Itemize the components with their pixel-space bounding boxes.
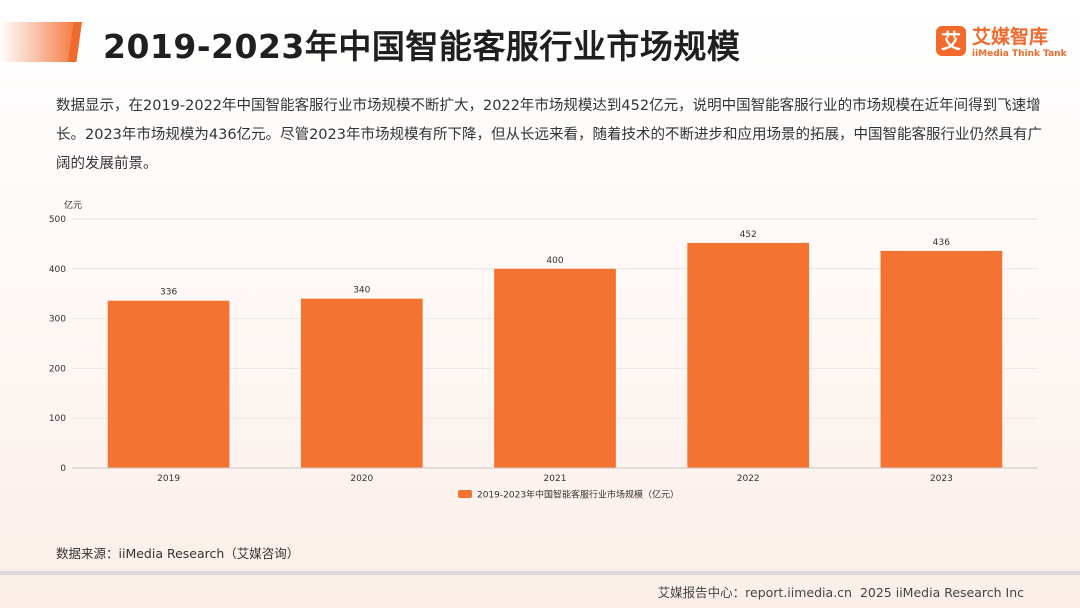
footer-copyright: 2025 iiMedia Research Inc — [859, 585, 1024, 600]
logo-mark-icon: 艾 — [936, 26, 966, 56]
y-tick-label: 500 — [49, 215, 66, 225]
data-label-2023: 436 — [933, 238, 950, 248]
bar-2023 — [880, 250, 1003, 468]
x-axis-ticks: 2019 2020 2021 2022 2023 — [157, 474, 953, 484]
x-tick-label-2019: 2019 — [157, 474, 180, 484]
logo: 艾 艾媒智库 iiMedia Think Tank — [936, 26, 1067, 66]
y-tick-label: 0 — [60, 464, 66, 474]
data-source: 数据来源：iiMedia Research（艾媒咨询） — [56, 546, 300, 561]
data-label-2019: 336 — [160, 288, 177, 298]
footer: 艾媒报告中心：report.iimedia.cn 2025 iiMedia Re… — [654, 582, 1024, 601]
footer-report-center: 艾媒报告中心：report.iimedia.cn — [657, 585, 852, 600]
y-tick-label: 400 — [49, 265, 66, 275]
y-tick-label: 300 — [49, 315, 66, 325]
logo-name: 艾媒智库 — [972, 26, 1049, 48]
data-labels: 336 340 400 452 436 — [160, 230, 950, 298]
title-accent-bar — [0, 22, 82, 62]
summary-text: 数据显示，在2019-2022年中国智能客服行业市场规模不断扩大，2022年市场… — [56, 98, 1042, 172]
logo-subtitle: iiMedia Think Tank — [972, 49, 1067, 59]
data-label-2020: 340 — [353, 286, 370, 296]
bar-2020 — [300, 298, 423, 468]
x-tick-label-2020: 2020 — [350, 474, 373, 484]
y-tick-label: 200 — [49, 364, 66, 374]
y-axis-unit-label: 亿元 — [64, 199, 82, 211]
y-tick-label: 100 — [49, 414, 66, 424]
footer-divider — [0, 571, 1080, 575]
page-title: 2019-2023年中国智能客服行业市场规模 — [103, 27, 741, 66]
legend-label: 2019-2023年中国智能客服行业市场规模（亿元） — [477, 489, 679, 501]
y-axis-ticks: 0 100 200 300 400 500 — [49, 215, 66, 474]
bars — [107, 242, 1003, 468]
legend-swatch — [458, 490, 472, 498]
bar-2019 — [107, 300, 230, 468]
x-tick-label-2023: 2023 — [930, 474, 953, 484]
data-label-2021: 400 — [546, 256, 563, 266]
x-tick-label-2022: 2022 — [737, 474, 760, 484]
bar-2022 — [687, 242, 810, 468]
x-tick-label-2021: 2021 — [544, 474, 567, 484]
data-label-2022: 452 — [740, 230, 757, 240]
bar-2021 — [494, 268, 616, 468]
legend: 2019-2023年中国智能客服行业市场规模（亿元） — [458, 489, 679, 501]
